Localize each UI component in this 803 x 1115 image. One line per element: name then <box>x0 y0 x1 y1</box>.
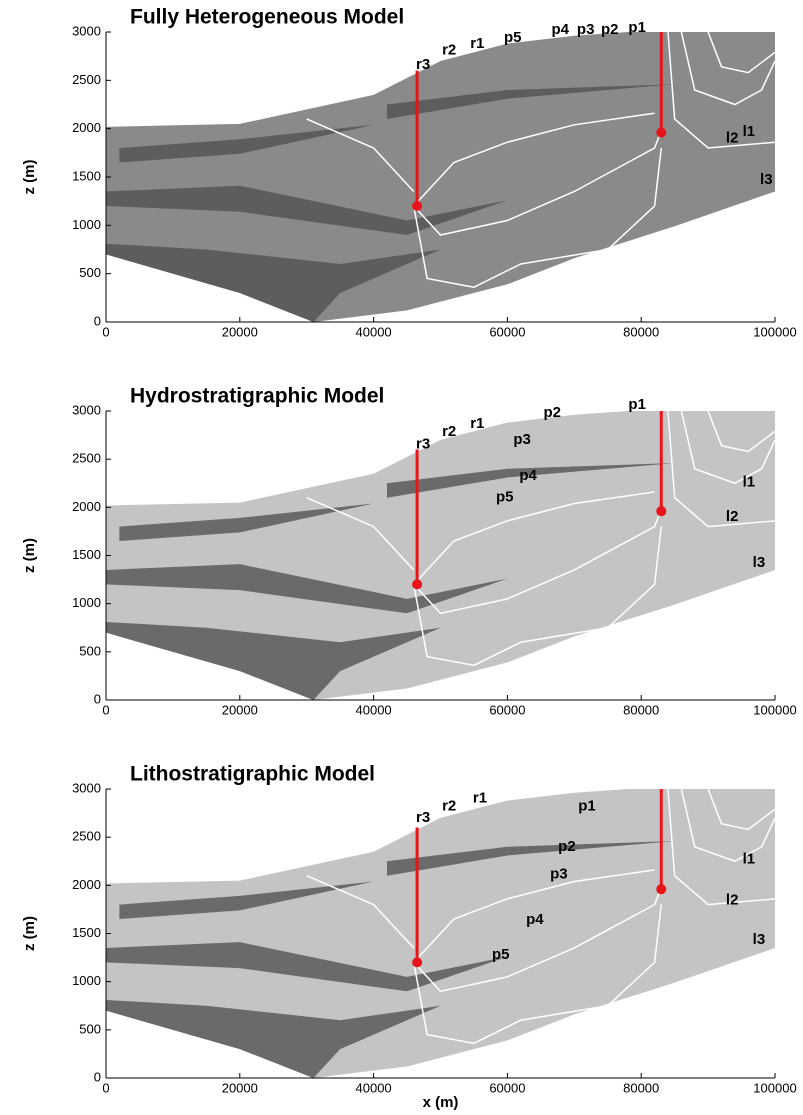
chart-title: Hydrostratigraphic Model <box>130 385 384 408</box>
x-tick-label: 80000 <box>623 324 659 339</box>
annotation: r2 <box>442 423 456 440</box>
annotation: p5 <box>504 29 522 46</box>
chart-title: Lithostratigraphic Model <box>130 763 375 786</box>
annotation: r2 <box>442 41 456 58</box>
chart-title: Fully Heterogeneous Model <box>130 6 404 29</box>
y-tick-label: 1000 <box>72 973 101 988</box>
x-tick-label: 20000 <box>222 324 258 339</box>
annotation: r2 <box>442 797 456 814</box>
figure: 0200004000060000800001000000500100015002… <box>0 0 803 1115</box>
y-tick-label: 3000 <box>72 402 101 417</box>
annotation: r1 <box>473 790 487 807</box>
annotation: p2 <box>543 404 561 421</box>
annotation: p4 <box>526 911 544 928</box>
y-tick-label: 500 <box>79 265 101 280</box>
y-tick-label: 2500 <box>72 72 101 87</box>
annotation: p1 <box>578 797 596 814</box>
well-screen <box>412 201 422 211</box>
y-tick-label: 1000 <box>72 217 101 232</box>
y-tick-label: 0 <box>94 1069 101 1084</box>
annotation: p4 <box>519 467 537 484</box>
annotation: r3 <box>416 436 430 453</box>
y-tick-label: 1500 <box>72 168 101 183</box>
annotation: p2 <box>601 21 619 38</box>
y-tick-label: 2000 <box>72 120 101 135</box>
y-axis-label: z (m) <box>21 916 38 951</box>
well-screen <box>656 884 666 894</box>
annotation: l1 <box>743 850 756 867</box>
annotation: l3 <box>753 931 766 948</box>
x-tick-label: 60000 <box>489 702 525 717</box>
x-tick-label: 20000 <box>222 1080 258 1095</box>
x-tick-label: 80000 <box>623 702 659 717</box>
annotation: p5 <box>496 489 514 506</box>
x-tick-label: 40000 <box>356 702 392 717</box>
annotation: l2 <box>726 508 739 525</box>
x-axis-label: x (m) <box>423 1094 459 1111</box>
y-tick-label: 2000 <box>72 499 101 514</box>
annotation: l2 <box>726 129 739 146</box>
annotation: r1 <box>470 415 484 432</box>
annotation: p3 <box>577 21 595 38</box>
x-tick-label: 20000 <box>222 702 258 717</box>
y-axis-label: z (m) <box>21 538 38 573</box>
y-tick-label: 2000 <box>72 877 101 892</box>
annotation: p2 <box>558 838 576 855</box>
well-screen <box>656 128 666 138</box>
x-tick-label: 100000 <box>753 702 796 717</box>
annotation: r1 <box>470 35 484 52</box>
y-tick-label: 3000 <box>72 23 101 38</box>
y-tick-label: 1000 <box>72 595 101 610</box>
y-tick-label: 2500 <box>72 829 101 844</box>
y-tick-label: 2500 <box>72 451 101 466</box>
annotation: l3 <box>753 554 766 571</box>
x-tick-label: 100000 <box>753 1080 796 1095</box>
x-tick-label: 40000 <box>356 324 392 339</box>
annotation: l2 <box>726 892 739 909</box>
y-tick-label: 1500 <box>72 925 101 940</box>
x-tick-label: 40000 <box>356 1080 392 1095</box>
y-tick-label: 3000 <box>72 780 101 795</box>
well-screen <box>412 957 422 967</box>
annotation: l3 <box>760 171 773 188</box>
x-tick-label: 0 <box>102 324 109 339</box>
annotation: p3 <box>550 866 568 883</box>
annotation: p1 <box>628 396 646 413</box>
y-tick-label: 500 <box>79 1021 101 1036</box>
y-tick-label: 1500 <box>72 547 101 562</box>
well-screen <box>656 506 666 516</box>
annotation: p5 <box>492 946 510 963</box>
annotation: p1 <box>628 19 646 36</box>
x-tick-label: 60000 <box>489 1080 525 1095</box>
y-tick-label: 500 <box>79 643 101 658</box>
annotation: l1 <box>743 123 756 140</box>
x-tick-label: 60000 <box>489 324 525 339</box>
y-axis-label: z (m) <box>21 160 38 195</box>
x-tick-label: 0 <box>102 1080 109 1095</box>
x-tick-label: 100000 <box>753 324 796 339</box>
well-screen <box>412 579 422 589</box>
annotation: r3 <box>416 56 430 73</box>
x-tick-label: 80000 <box>623 1080 659 1095</box>
x-tick-label: 0 <box>102 702 109 717</box>
y-tick-label: 0 <box>94 691 101 706</box>
annotation: r3 <box>416 809 430 826</box>
y-tick-label: 0 <box>94 313 101 328</box>
annotation: p3 <box>513 431 531 448</box>
annotation: p4 <box>551 21 569 38</box>
annotation: l1 <box>743 473 756 490</box>
